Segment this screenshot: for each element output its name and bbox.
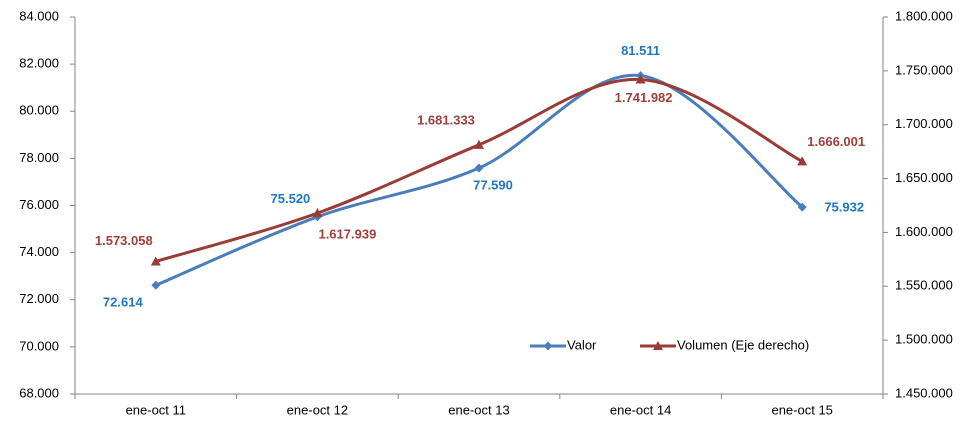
y-tick-label: 84.000 [19,8,59,23]
marker [543,341,553,351]
data-label: 1.741.982 [615,90,673,105]
data-label: 1.681.333 [417,112,475,127]
y2-tick-label: 1.650.000 [895,170,953,185]
marker [474,139,484,149]
y2-tick-label: 1.700.000 [895,116,953,131]
marker [151,280,161,290]
marker [474,163,484,173]
x-tick-label: ene-oct 15 [771,402,832,417]
x-tick-label: ene-oct 12 [287,402,348,417]
y-tick-label: 74.000 [19,244,59,259]
marker [312,208,323,218]
data-label: 75.932 [824,200,864,215]
marker [653,341,663,350]
y2-tick-label: 1.600.000 [895,224,953,239]
y2-tick-label: 1.450.000 [895,385,953,400]
y-tick-label: 78.000 [19,150,59,165]
data-label: 75.520 [271,191,311,206]
y2-tick-label: 1.550.000 [895,278,953,293]
data-label: 72.614 [103,295,144,310]
y-tick-label: 72.000 [19,291,59,306]
data-label: 77.590 [473,177,513,192]
x-tick-label: ene-oct 13 [448,402,509,417]
y-tick-label: 82.000 [19,56,59,71]
data-label: 1.617.939 [318,227,376,242]
x-tick-label: ene-oct 11 [126,402,186,417]
marker [635,74,646,84]
y2-tick-label: 1.500.000 [895,332,953,347]
y-tick-label: 76.000 [19,197,59,212]
marker [797,156,808,166]
data-label: 81.511 [621,43,660,58]
y-tick-label: 80.000 [19,103,59,118]
legend-label: Volumen (Eje derecho) [677,337,809,352]
y2-tick-label: 1.800.000 [895,8,953,23]
x-tick-label: ene-oct 14 [610,402,671,417]
y-tick-label: 68.000 [19,385,59,400]
y2-tick-label: 1.750.000 [895,62,953,77]
marker [797,202,807,212]
data-label: 1.573.058 [95,233,153,248]
marker [150,256,161,266]
legend-label: Valor [567,337,597,352]
y-tick-label: 70.000 [19,338,59,353]
data-label: 1.666.001 [807,134,865,149]
